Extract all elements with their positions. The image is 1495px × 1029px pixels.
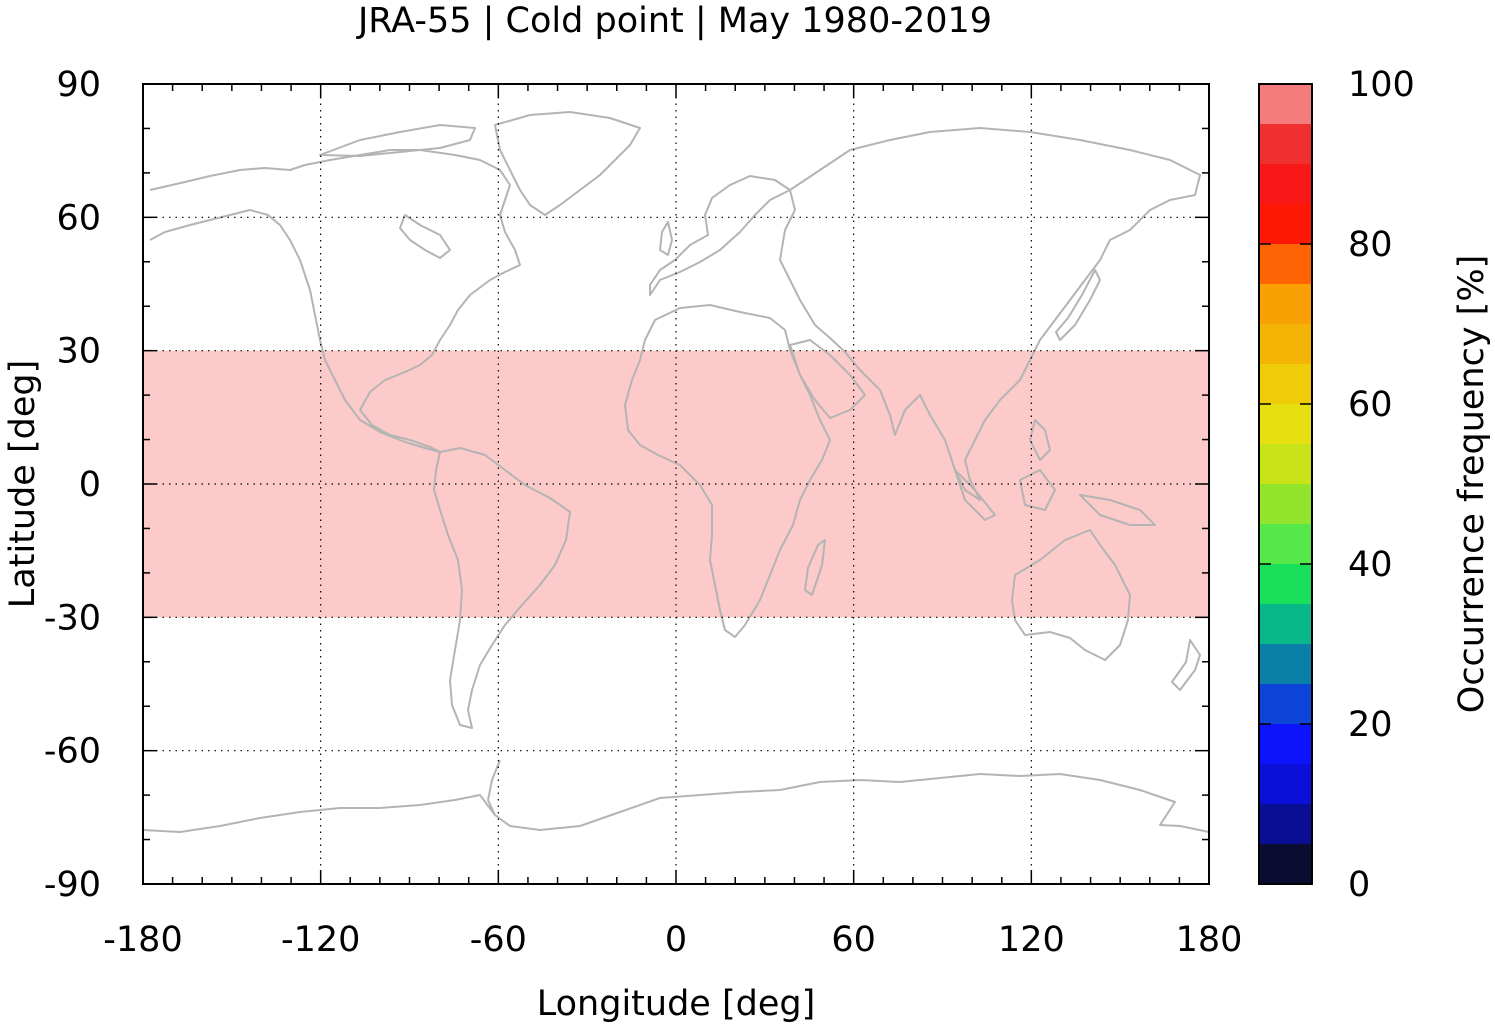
colorbar-band: [1259, 164, 1312, 204]
colorbar-tick-label: 0: [1348, 865, 1370, 905]
colorbar-band: [1259, 484, 1312, 524]
colorbar-band: [1259, 204, 1312, 244]
colorbar-band: [1259, 444, 1312, 484]
colorbar-tick-labels: 0 20 40 60 80 100: [1348, 65, 1415, 905]
coastline-south-america: [433, 447, 571, 729]
coastline-sumatra: [954, 469, 996, 521]
y-tick-label: 90: [56, 65, 101, 105]
y-axis-title: Latitude [deg]: [3, 360, 43, 608]
x-tick-labels: -180 -120 -60 0 60 120 180: [103, 920, 1242, 960]
colorbar-band: [1259, 244, 1312, 284]
x-tick-label: 60: [831, 920, 876, 960]
coastline-africa: [624, 304, 831, 638]
colorbar-band: [1259, 84, 1312, 124]
colorbar-ticks: [1259, 83, 1312, 885]
y-tick-label: 60: [56, 198, 101, 238]
y-tick-label: -60: [44, 732, 101, 772]
colorbar-tick-label: 100: [1348, 65, 1415, 105]
colorbar-tick-label: 80: [1348, 225, 1393, 265]
coastline-hudson-bay: [399, 214, 451, 259]
plot-area: [142, 83, 1210, 885]
coastline-asia: [779, 127, 1201, 501]
colorbar-band: [1259, 284, 1312, 324]
coastline-new-guinea: [1079, 494, 1156, 526]
x-axis-title: Longitude [deg]: [537, 984, 815, 1024]
colorbar-band: [1259, 524, 1312, 564]
coastline-arabia: [789, 339, 866, 419]
colorbar-band: [1259, 764, 1312, 804]
coastline-australia: [1011, 529, 1131, 661]
colorbar-band: [1259, 404, 1312, 444]
colorbar-band: [1259, 364, 1312, 404]
colorbar-title: Occurrence frequency [%]: [1452, 255, 1492, 713]
colorbar-band: [1259, 324, 1312, 364]
y-tick-label: -30: [44, 598, 101, 638]
colorbar-band: [1259, 724, 1312, 764]
colorbar: 0 20 40 60 80 100 Occurrence frequency [%]: [1258, 65, 1492, 905]
chart-title: JRA-55 | Cold point | May 1980-2019: [356, 1, 992, 41]
colorbar-band: [1259, 124, 1312, 164]
x-tick-label: -180: [103, 920, 182, 960]
colorbar-band: [1259, 604, 1312, 644]
colorbar-band: [1259, 844, 1312, 884]
grid: [143, 84, 1209, 884]
coastline-europe: [649, 175, 791, 296]
coastline-new-zealand: [1171, 639, 1201, 691]
colorbar-bands: [1259, 84, 1312, 884]
x-tick-label: 180: [1176, 920, 1243, 960]
coastline-madagascar: [804, 539, 826, 596]
colorbar-band: [1259, 564, 1312, 604]
x-tick-label: 120: [998, 920, 1065, 960]
coastline-borneo: [1019, 469, 1056, 511]
y-tick-label: -90: [44, 865, 101, 905]
y-tick-label: 0: [79, 465, 101, 505]
y-tick-label: 30: [56, 332, 101, 372]
coastline-antarctic-peninsula: [487, 759, 501, 816]
coastline-antarctica: [142, 773, 1210, 833]
ticks: [142, 83, 1210, 885]
colorbar-band: [1259, 684, 1312, 724]
coastline-north-america: [149, 149, 521, 453]
colorbar-band: [1259, 804, 1312, 844]
colorbar-tick-label: 60: [1348, 385, 1393, 425]
coastline-japan: [1055, 269, 1101, 341]
colorbar-tick-label: 40: [1348, 545, 1393, 585]
coastline-greenland: [494, 111, 641, 216]
coastline-philippines: [1029, 419, 1051, 461]
x-tick-label: -120: [281, 920, 360, 960]
x-tick-label: -60: [470, 920, 527, 960]
coastline-uk: [659, 221, 673, 256]
x-tick-label: 0: [665, 920, 687, 960]
colorbar-frame: [1258, 83, 1313, 885]
coastlines: [142, 111, 1210, 833]
colorbar-band: [1259, 644, 1312, 684]
colorbar-tick-label: 20: [1348, 705, 1393, 745]
coastline-arctic-islands: [319, 124, 476, 157]
y-tick-labels: 90 60 30 0 -30 -60 -90: [44, 65, 101, 905]
